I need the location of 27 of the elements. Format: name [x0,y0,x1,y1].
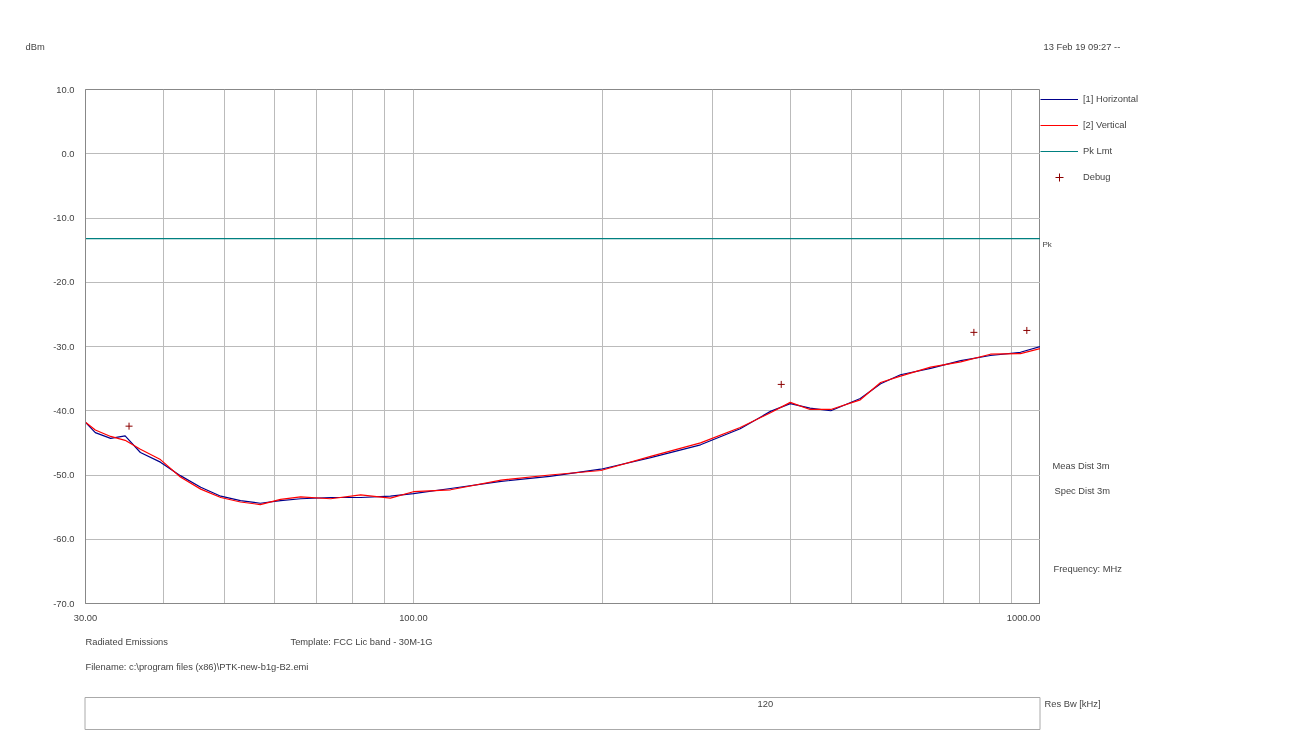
y-tick-label: -40.0 [53,405,75,416]
text: Meas Dist 3m [1052,460,1110,471]
text: 120 [757,698,774,709]
y-axis-title: dBm [25,41,45,52]
y-tick-label: -20.0 [53,277,75,288]
text: Spec Dist 3m [1054,486,1111,497]
legend-label: [2] Vertical [1083,120,1127,130]
legend-label: Pk Lmt [1083,146,1113,156]
y-tick-label: -50.0 [53,470,75,480]
annotation: Pk [1042,240,1053,250]
y-tick-label: 10.0 [56,84,75,95]
text: Filename: c:\program files (x86)\PTK-new-b1g-B2.emi [85,661,309,672]
legend-label: Debug [1083,172,1111,182]
y-tick-label: 0.0 [61,148,75,159]
y-tick-label: -30.0 [53,341,75,352]
text: Res Bw [kHz] [1044,698,1101,709]
x-tick-label: 100.00 [399,612,428,623]
text: Radiated Emissions [85,636,169,647]
y-tick-label: -70.0 [53,598,75,609]
x-tick-label: 1000.00 [1006,612,1041,623]
y-tick-label: -10.0 [53,213,75,223]
text: Template: FCC Lic band - 30M-1G [290,636,433,647]
y-tick-label: -60.0 [53,534,75,545]
x-tick-label: 30.00 [73,612,98,623]
x-axis-title: Frequency: MHz [1053,564,1123,575]
text: 13 Feb 19 09:27 -- [1043,41,1121,52]
legend-label: [1] Horizontal [1083,94,1138,104]
